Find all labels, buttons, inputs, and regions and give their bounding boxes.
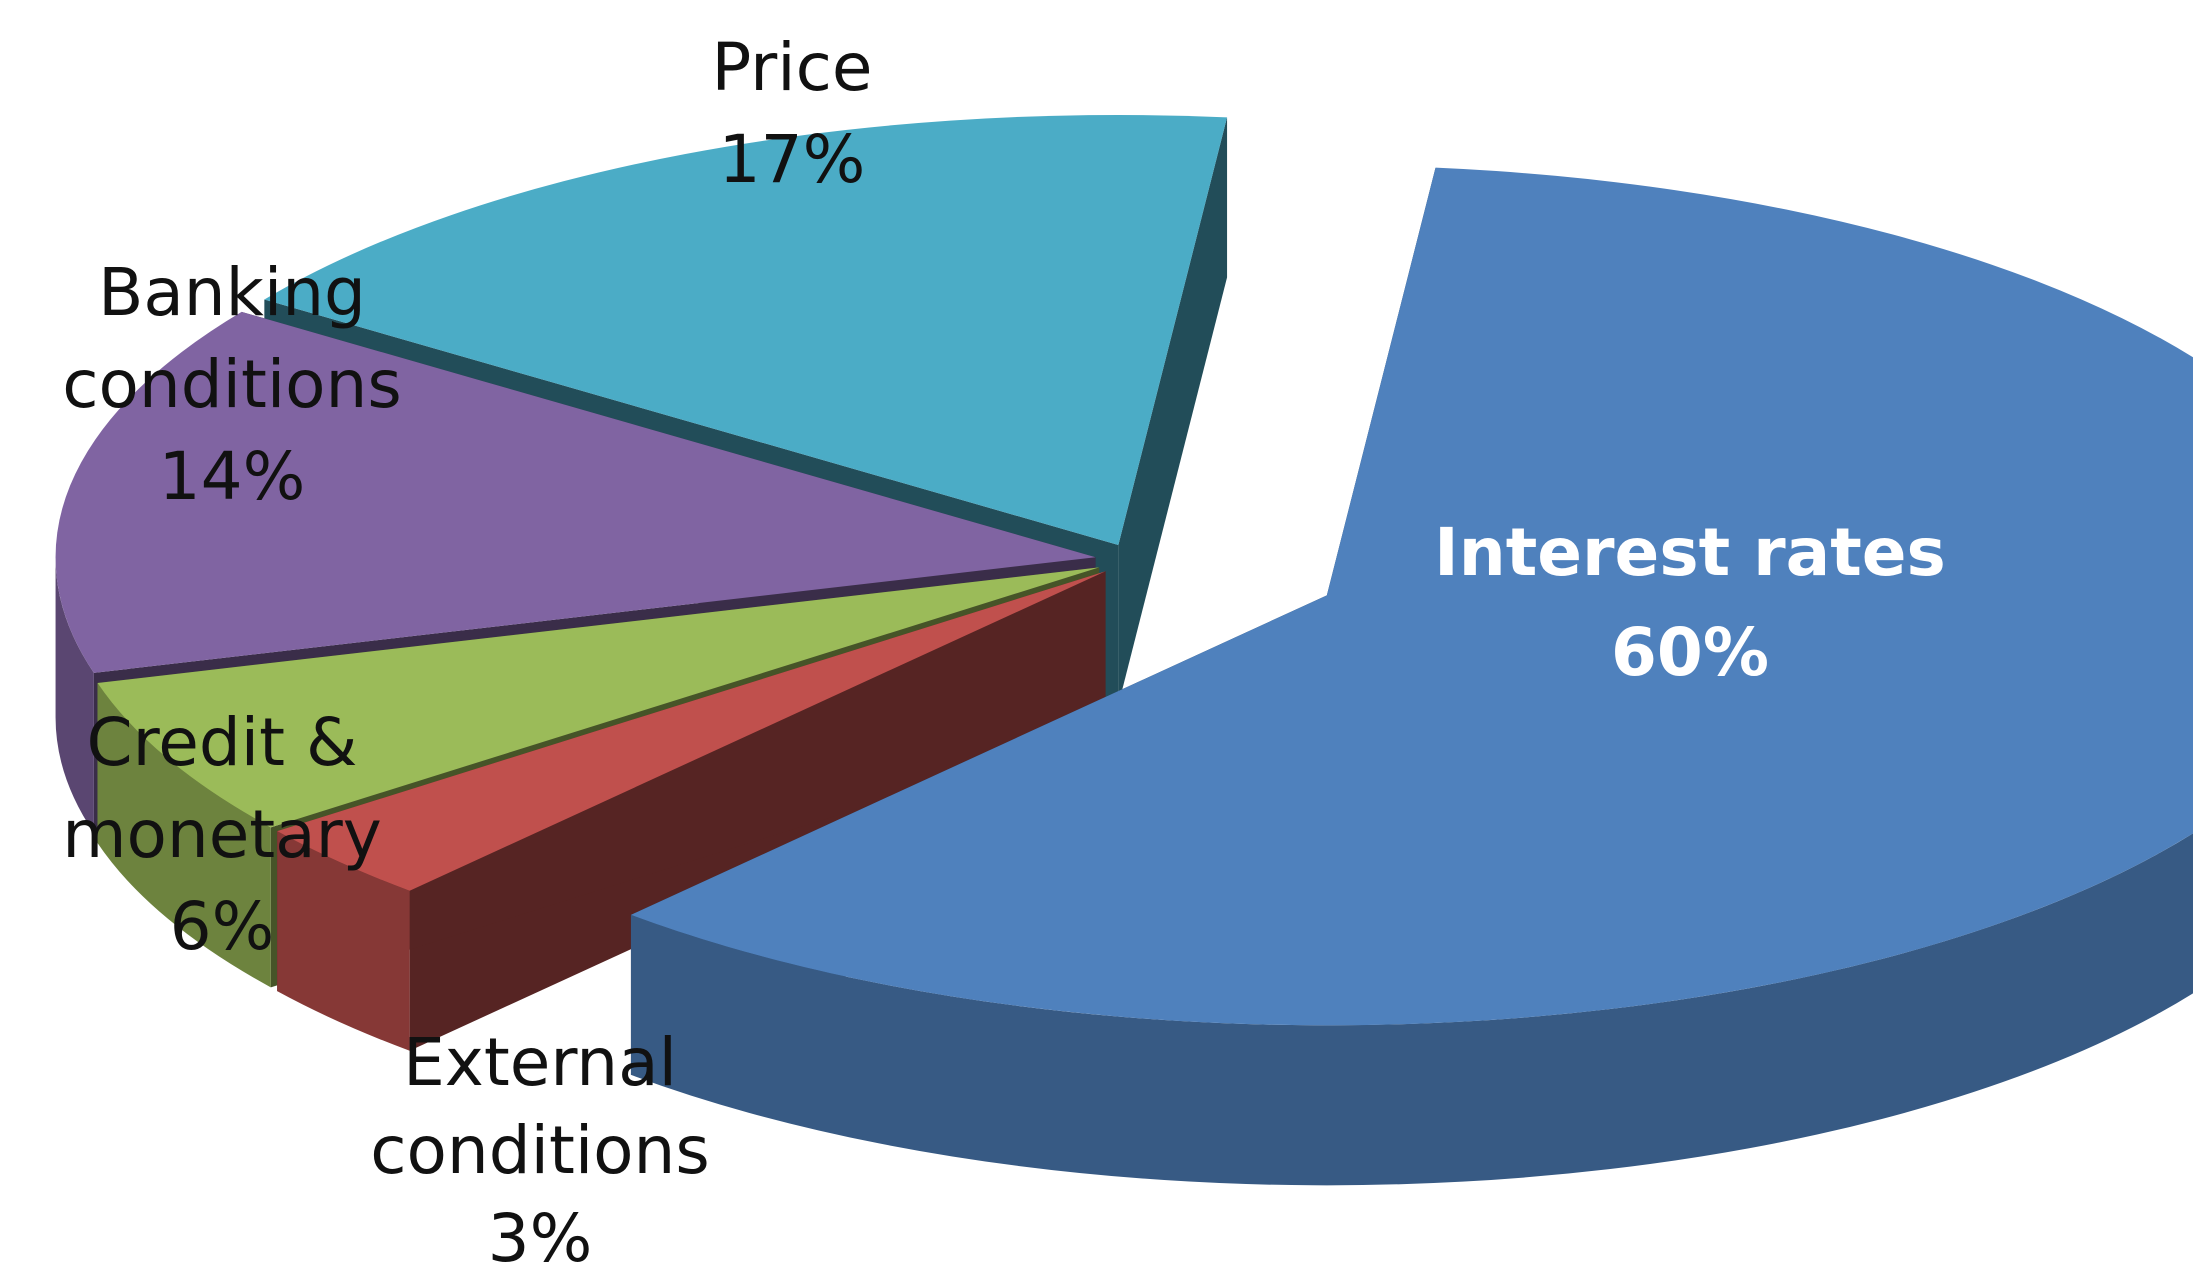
slice-pct-3: 14% (159, 438, 306, 515)
slice-0-top (630, 167, 2193, 1026)
slice-4-wall-1 (1118, 117, 1228, 705)
slice-pct-0: 60% (1611, 614, 1769, 691)
slice-name-2-0: Credit & (87, 704, 358, 781)
slice-label-2: Credit & monetary 6% (62, 704, 382, 965)
slice-2-rim-0 (97, 682, 271, 988)
slice-name-2-1: monetary (62, 796, 382, 873)
slice-name-3-0: Banking (98, 254, 366, 331)
slice-3-rim-0 (55, 557, 94, 833)
slice-1-rim-0 (277, 831, 410, 1051)
slice-label-3: Banking conditions 14% (62, 254, 402, 515)
slice-pct-2: 6% (170, 888, 275, 965)
slice-1 (277, 571, 1106, 1051)
slice-pct-1: 3% (488, 1200, 593, 1270)
slice-name-4-0: Price (711, 29, 872, 106)
slice-label-1: External conditions 3% (370, 1024, 710, 1270)
slice-name-3-1: conditions (62, 346, 402, 423)
slice-name-0-0: Interest rates (1434, 514, 1946, 591)
slice-0 (630, 167, 2193, 1186)
slice-1-top (277, 571, 1106, 891)
slice-label-4: Price 17% (711, 29, 872, 198)
slice-0-rim-0 (630, 833, 2193, 1186)
slice-1-wall-1 (277, 571, 1106, 992)
slice-pct-4: 17% (719, 121, 866, 198)
slice-4-top (264, 114, 1228, 545)
slice-name-1-0: External (403, 1024, 677, 1101)
pie-slices (55, 114, 2193, 1186)
slice-label-0: Interest rates 60% (1434, 514, 1946, 691)
pie-labels: Interest rates 60% External conditions 3% Cre… (62, 29, 1946, 1270)
slice-name-1-1: conditions (370, 1112, 710, 1189)
slice-3-top (55, 311, 1096, 673)
slice-2-top (97, 567, 1100, 828)
